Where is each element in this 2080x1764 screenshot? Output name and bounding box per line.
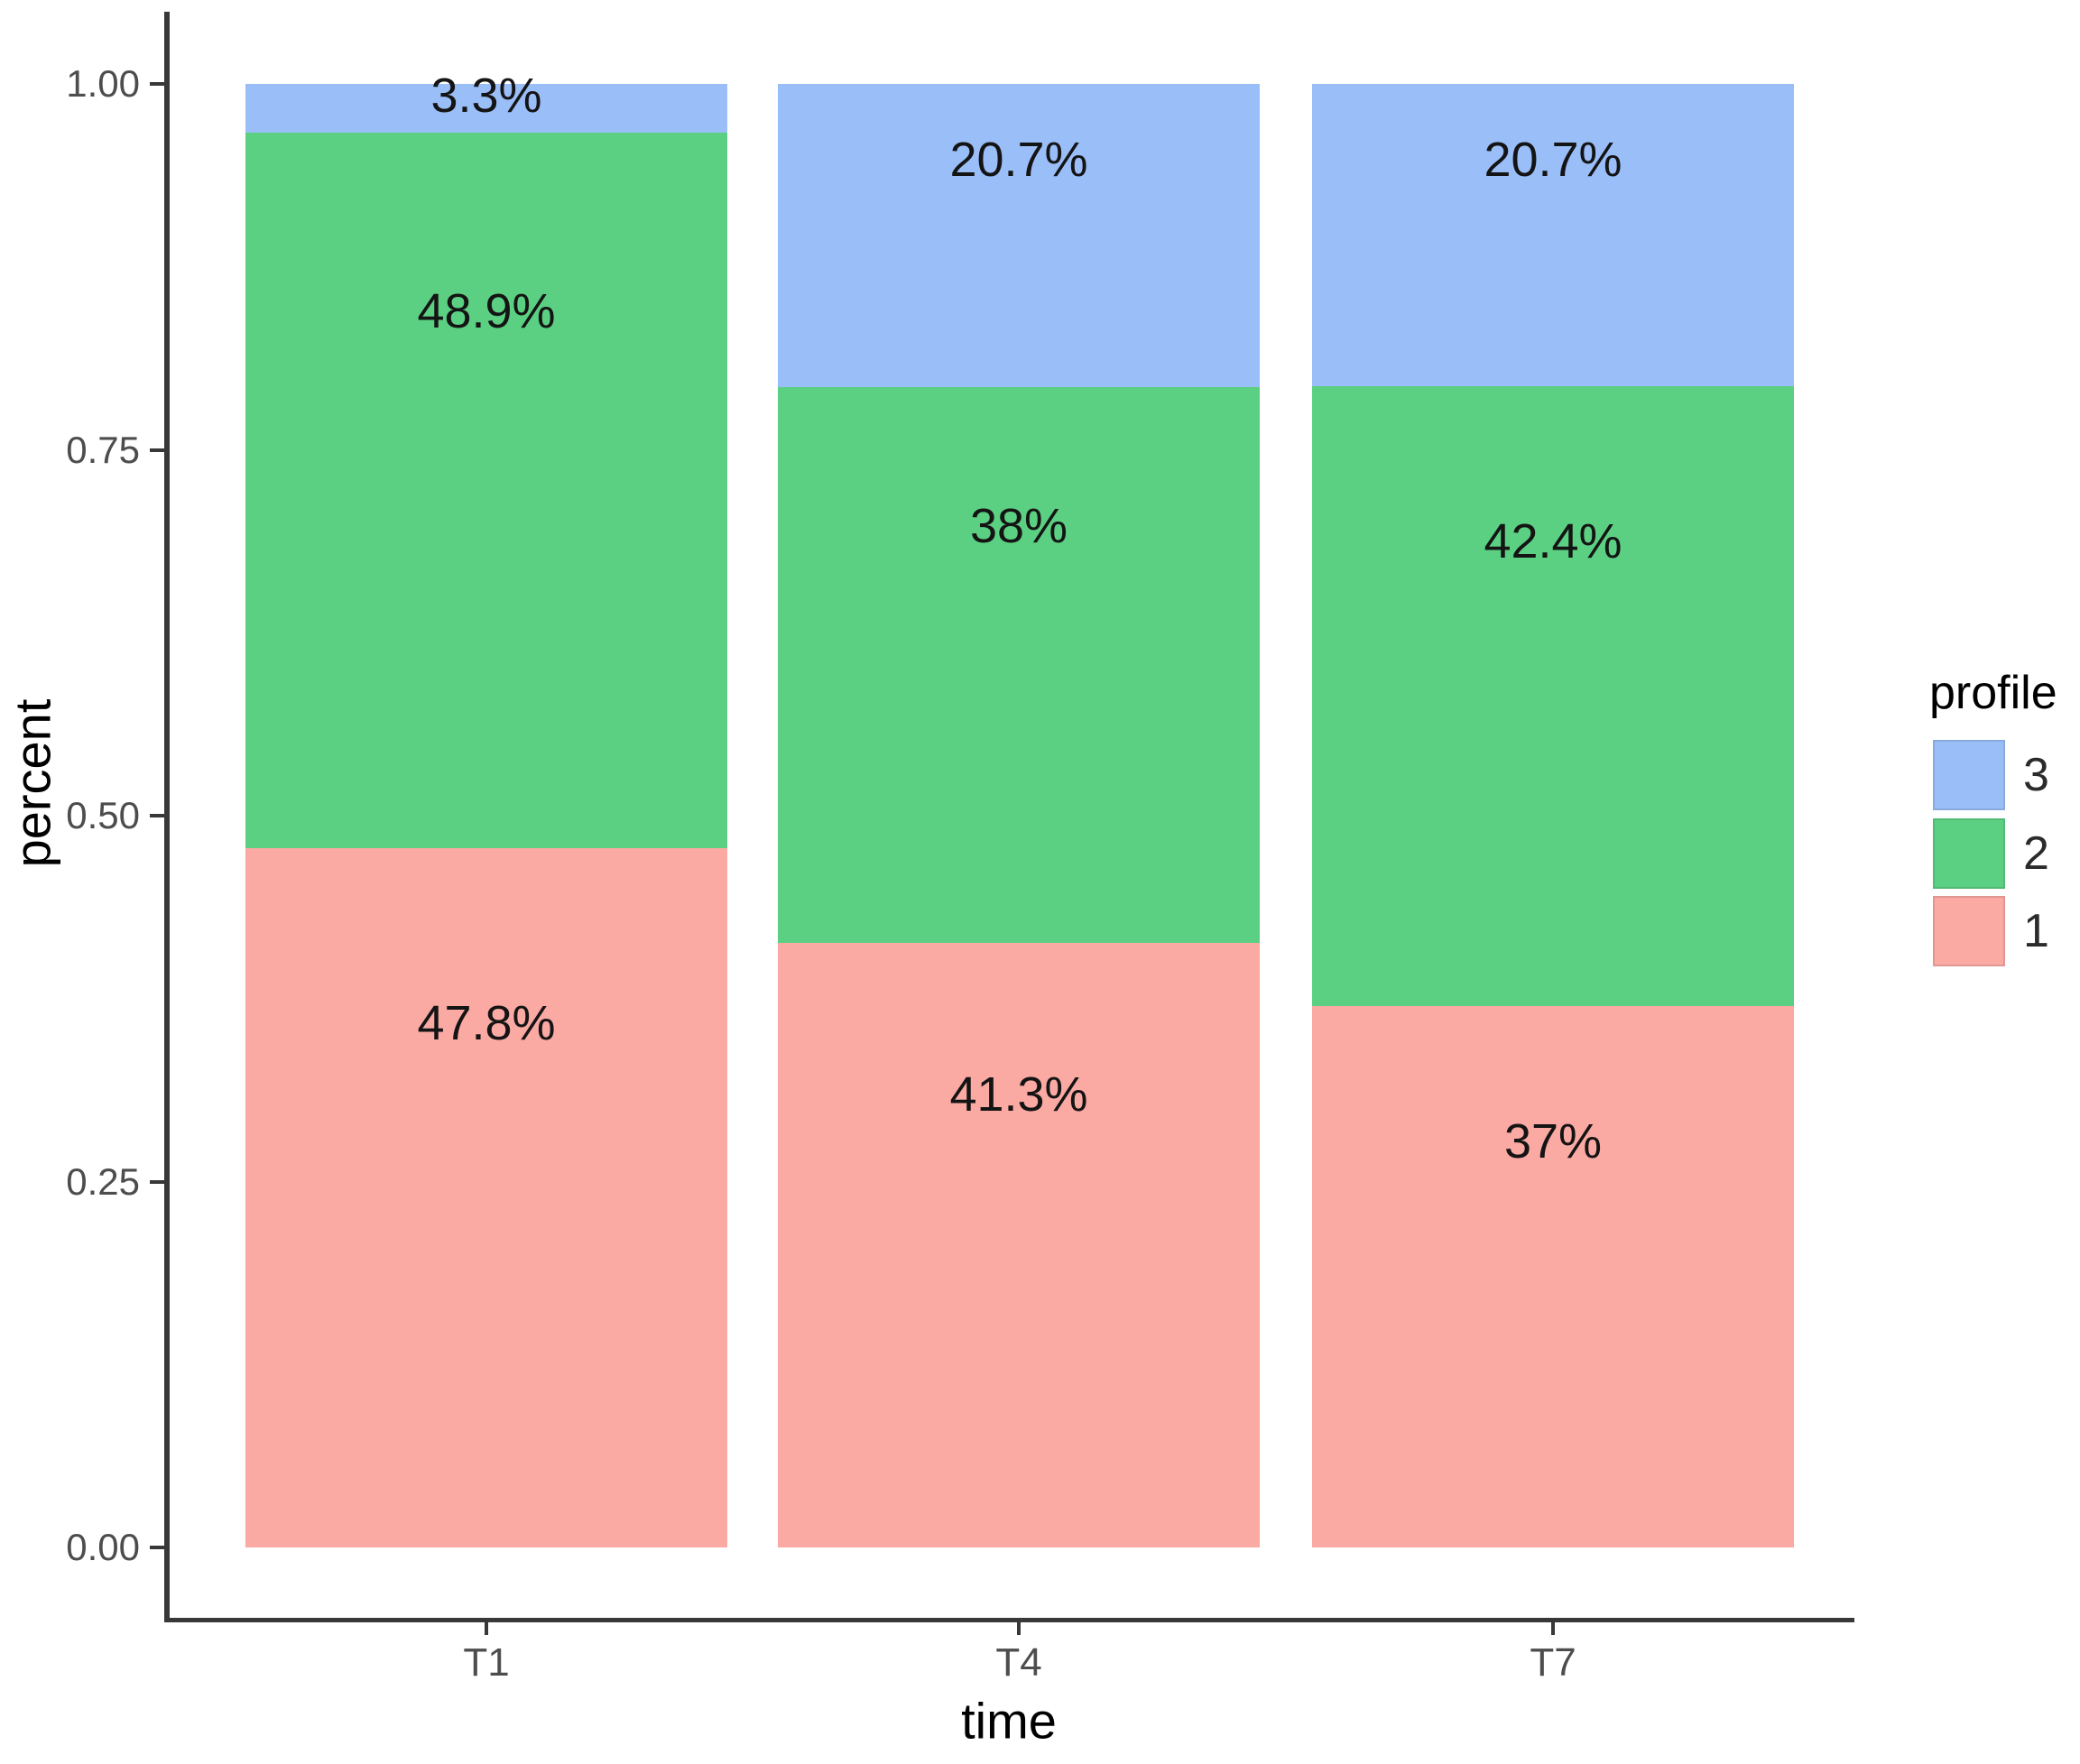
y-tick-mark: [150, 82, 165, 86]
legend-label-3: 3: [2023, 749, 2049, 801]
bar-segment-profile-1: [245, 847, 727, 1547]
legend-label-1: 1: [2023, 905, 2049, 957]
legend-title: profile: [1929, 667, 2057, 719]
y-tick-label: 0.75: [66, 428, 140, 471]
y-tick-mark: [150, 1546, 165, 1549]
y-axis-line: [164, 12, 170, 1622]
bar-segment-profile-2: [778, 386, 1260, 944]
legend-key-2: [1933, 818, 2005, 889]
bar-segment-label: 47.8%: [417, 995, 556, 1050]
legend-label-2: 2: [2023, 827, 2049, 880]
bar-segment-label: 41.3%: [949, 1067, 1088, 1122]
x-tick-label: T7: [1530, 1640, 1576, 1685]
bar-segment-label: 42.4%: [1484, 514, 1622, 569]
bar-segment-label: 37%: [1503, 1114, 1603, 1169]
bar-segment-label: 3.3%: [430, 69, 542, 124]
x-tick-mark: [485, 1622, 488, 1635]
y-tick-mark: [150, 1179, 165, 1184]
bar-segment-profile-2: [245, 132, 727, 848]
bar-segment-profile-3: [778, 84, 1260, 387]
y-axis-title: percent: [4, 698, 61, 868]
legend-key-1: [1933, 896, 2005, 966]
x-tick-label: T4: [995, 1640, 1042, 1685]
y-tick-label: 0.50: [66, 794, 140, 836]
bar-segment-label: 38%: [969, 498, 1068, 553]
x-tick-label: T1: [463, 1640, 510, 1685]
bar-segment-label: 20.7%: [949, 132, 1088, 187]
y-tick-mark: [150, 448, 165, 452]
x-tick-mark: [1551, 1622, 1555, 1635]
bar-segment-profile-3: [1312, 84, 1794, 387]
bar-segment-profile-3: [245, 84, 727, 133]
bar-segment-label: 20.7%: [1484, 132, 1622, 187]
bar-segment-profile-2: [1312, 386, 1794, 1007]
bar-segment-label: 48.9%: [417, 283, 556, 338]
legend-key-3: [1933, 740, 2005, 810]
y-tick-label: 0.00: [66, 1526, 140, 1568]
bar-segment-profile-1: [1312, 1006, 1794, 1547]
x-axis-line: [164, 1618, 1854, 1622]
x-tick-mark: [1017, 1622, 1021, 1635]
x-axis-title: time: [961, 1692, 1057, 1750]
bar-segment-profile-1: [778, 943, 1260, 1547]
y-tick-label: 1.00: [66, 62, 140, 105]
y-tick-mark: [150, 814, 165, 817]
y-tick-label: 0.25: [66, 1159, 140, 1203]
